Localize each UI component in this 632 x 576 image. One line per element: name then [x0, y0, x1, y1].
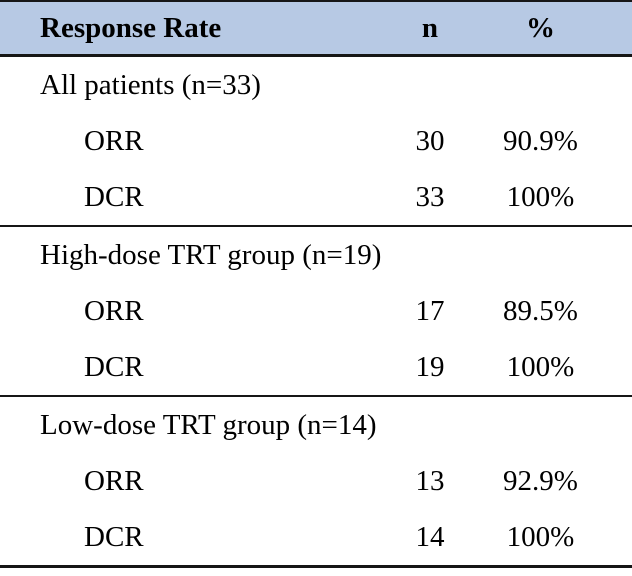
empty-cell	[385, 226, 475, 283]
empty-cell	[475, 226, 632, 283]
section-title-row: Low-dose TRT group (n=14)	[0, 396, 632, 453]
row-n-value: 14	[415, 520, 445, 553]
row-percent-value: 92.9%	[503, 464, 578, 497]
table-row: DCR 14 100%	[0, 509, 632, 567]
column-header-n: n	[385, 1, 475, 57]
row-label: DCR	[0, 169, 385, 227]
row-n-value: 30	[415, 124, 445, 157]
row-n-value: 13	[415, 464, 445, 497]
row-percent-value: 89.5%	[503, 294, 578, 327]
row-label: ORR	[84, 464, 144, 497]
row-percent-value: 100%	[475, 339, 632, 397]
section-title-row: All patients (n=33)	[0, 56, 632, 114]
table-row: ORR 13 92.9%	[0, 453, 632, 509]
row-percent-value: 100%	[475, 169, 632, 227]
section-title: All patients (n=33)	[40, 68, 261, 101]
section-title-row: High-dose TRT group (n=19)	[0, 226, 632, 283]
row-percent-value: 90.9%	[503, 124, 578, 157]
row-label: DCR	[0, 339, 385, 397]
row-n-value: 33	[385, 169, 475, 227]
empty-cell	[385, 56, 475, 114]
table-row: ORR 17 89.5%	[0, 283, 632, 339]
section-title: Low-dose TRT group (n=14)	[40, 408, 377, 441]
row-label: DCR	[84, 520, 144, 553]
row-label: ORR	[84, 124, 144, 157]
column-header-percent: %	[475, 1, 632, 57]
table-row: DCR 19 100%	[0, 339, 632, 397]
column-header-response-rate: Response Rate	[0, 1, 385, 57]
empty-cell	[475, 56, 632, 114]
empty-cell	[475, 396, 632, 453]
table-row: ORR 30 90.9%	[0, 113, 632, 169]
empty-cell	[385, 396, 475, 453]
row-n-value: 17	[415, 294, 445, 327]
row-percent-value: 100%	[506, 520, 575, 553]
section-title: High-dose TRT group (n=19)	[40, 238, 382, 271]
table-row: DCR 33 100%	[0, 169, 632, 227]
header-row: Response Rate n %	[0, 1, 632, 57]
row-label: ORR	[84, 294, 144, 327]
row-n-value: 19	[385, 339, 475, 397]
